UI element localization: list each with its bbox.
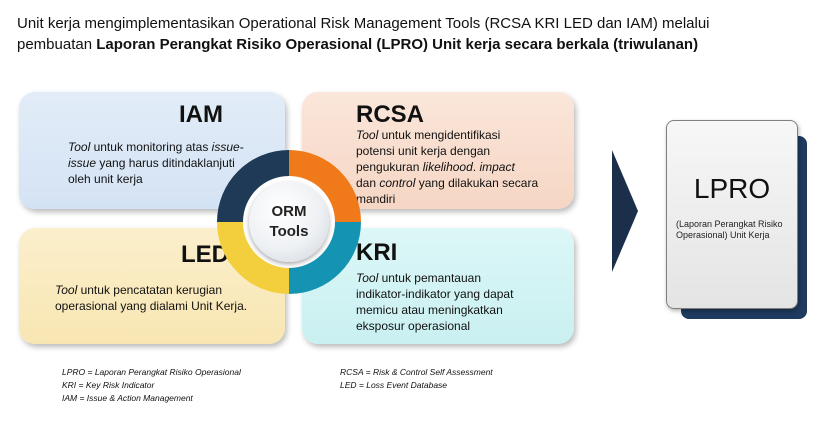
kri-description: Tool untuk pemantauan indikator-indikato… <box>356 270 561 334</box>
kri-desc-text-1: untuk pemantauan <box>378 271 481 285</box>
kri-desc-text-3: memicu atau meningkatkan <box>356 303 503 317</box>
header-line-1: Unit kerja mengimplementasikan Operation… <box>17 15 710 32</box>
flow-arrow-icon <box>612 150 638 272</box>
footnote-lpro: LPRO = Laporan Perangkat Risiko Operasio… <box>62 367 241 377</box>
kri-desc-text-2: indikator-indikator yang dapat <box>356 287 514 301</box>
orm-tools-circle: ORM Tools <box>249 182 329 262</box>
iam-tool-word: Tool <box>68 140 91 154</box>
rcsa-description: Tool untuk mengidentifikasi potensi unit… <box>356 127 561 207</box>
orm-label: ORM <box>271 203 307 220</box>
rcsa-desc-text-1: untuk mengidentifikasi <box>378 128 501 142</box>
rcsa-control-word: control <box>379 176 416 190</box>
rcsa-desc-text-6: mandiri <box>356 192 396 206</box>
rcsa-desc-sep: . <box>472 160 480 174</box>
rcsa-impact-word: impact <box>479 160 515 174</box>
header-line-2: pembuatan Laporan Perangkat Risiko Opera… <box>17 34 817 55</box>
iam-desc-text-1: untuk monitoring atas <box>90 140 212 154</box>
led-desc-text-1: untuk pencatatan kerugian <box>77 283 223 297</box>
lpro-subtitle: (Laporan Perangkat Risiko Operasional) U… <box>676 219 783 240</box>
iam-card: IAM Tool untuk monitoring atas issue- is… <box>19 92 285 209</box>
footnote-led: LED = Loss Event Database <box>340 380 448 390</box>
footnotes-left: LPRO = Laporan Perangkat Risiko Operasio… <box>62 366 241 405</box>
iam-desc-text-2: yang harus ditindaklanjuti <box>96 156 235 170</box>
led-description: Tool untuk pencatatan kerugian operasion… <box>55 282 275 314</box>
iam-issue-word: issue- <box>211 140 244 154</box>
led-tool-word: Tool <box>55 283 78 297</box>
rcsa-desc-text-2: potensi unit kerja dengan <box>356 144 491 158</box>
iam-desc-text-3: oleh unit kerja <box>68 172 143 186</box>
rcsa-likelihood-word: likelihood <box>422 160 473 174</box>
led-desc-text-2: operasional yang dialami Unit Kerja. <box>55 299 248 313</box>
header-line-2-prefix: pembuatan <box>17 36 97 53</box>
kri-tool-word: Tool <box>356 271 379 285</box>
kri-title: KRI <box>356 239 398 266</box>
rcsa-desc-text-5: yang dilakukan secara <box>415 176 539 190</box>
tools-label: Tools <box>269 223 309 240</box>
header-line-2-bold: Laporan Perangkat Risiko Operasional (LP… <box>96 36 699 53</box>
footnotes-right: RCSA = Risk & Control Self Assessment LE… <box>340 366 493 392</box>
kri-desc-text-4: eksposur operasional <box>356 319 471 333</box>
footnote-kri: KRI = Key Risk Indicator <box>62 380 155 390</box>
header-text: Unit kerja mengimplementasikan Operation… <box>17 13 817 55</box>
iam-title: IAM <box>179 101 223 128</box>
footnote-rcsa: RCSA = Risk & Control Self Assessment <box>340 367 493 377</box>
rcsa-tool-word: Tool <box>356 128 379 142</box>
kri-card: KRI Tool untuk pemantauan indikator-indi… <box>302 228 574 344</box>
lpro-title: LPRO <box>693 173 771 204</box>
iam-issue-word-2: issue <box>68 156 97 170</box>
rcsa-desc-text-4: dan <box>356 176 380 190</box>
iam-description: Tool untuk monitoring atas issue- issue … <box>68 139 273 187</box>
rcsa-title: RCSA <box>356 101 425 128</box>
footnote-iam: IAM = Issue & Action Management <box>62 393 193 403</box>
lpro-document: LPRO (Laporan Perangkat Risiko Operasion… <box>666 120 798 309</box>
rcsa-desc-text-3: pengukuran <box>356 160 423 174</box>
arrow-shape <box>612 150 638 272</box>
